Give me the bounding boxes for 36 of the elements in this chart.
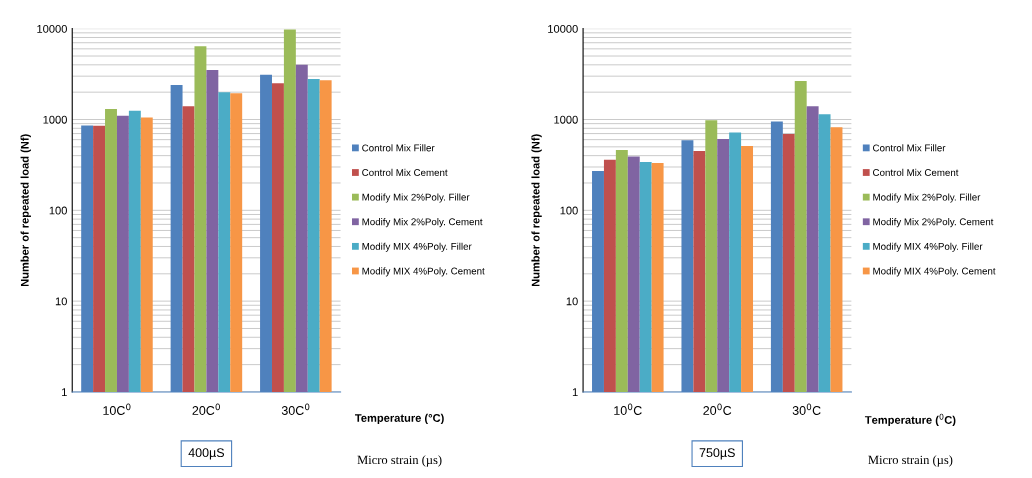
legend-label: Modify MIX 4%Poly. Cement	[362, 267, 485, 277]
x-tick-label: 20C$^{0}$	[192, 403, 220, 415]
y-tick-label: 1000	[43, 115, 67, 124]
y-tick-label: 10000	[37, 24, 67, 33]
x-tick-label: 10C$^{0}$	[103, 403, 131, 415]
legend-label: Control Mix Filler	[362, 144, 435, 152]
legend-label: Control Mix Filler	[873, 144, 946, 152]
legend-label: Control Mix Cement	[873, 168, 959, 176]
x-tick-label: 30C$^{0}$	[281, 403, 310, 415]
y-tick-label: 1000	[554, 115, 578, 124]
x-tick-label: 20$^{0}$C	[703, 403, 732, 415]
y-axis-title: Number of repeated load (Nf)	[20, 134, 31, 287]
legend-label: Modify Mix 2%Poly. Filler	[362, 193, 470, 203]
text: Micro strain (µs)	[868, 455, 953, 467]
text: Micro strain (µs)	[357, 455, 442, 467]
legend-label: Modify MIX 4%Poly. Cement	[873, 267, 996, 277]
y-tick-label: 10	[566, 297, 578, 306]
text: 750µS	[699, 448, 735, 460]
x-tick-label: 10$^{0}$C	[614, 403, 642, 415]
y-tick-label: 100	[560, 206, 578, 215]
legend-label: Modify Mix 2%Poly. Filler	[873, 193, 981, 203]
y-tick-label: 10	[55, 297, 67, 306]
x-tick-label: 30$^{0}$C	[792, 403, 821, 415]
y-tick-label: 1	[62, 388, 67, 396]
text: 400µS	[188, 448, 225, 460]
legend-label: Modify MIX 4%Poly. Filler	[873, 242, 983, 252]
x-axis-title: Temperature ($^{0}$C)	[864, 413, 956, 427]
y-tick-label: 1	[572, 388, 578, 396]
y-tick-label: 100	[49, 206, 67, 215]
legend-label: Modify Mix 2%Poly. Cement	[362, 218, 483, 228]
y-axis-title: Number of repeated load (Nf)	[531, 134, 542, 287]
legend-label: Modify MIX 4%Poly. Filler	[362, 242, 472, 252]
y-tick-label: 10000	[548, 24, 578, 33]
legend-label: Control Mix Cement	[362, 168, 448, 176]
x-axis-title: Temperature (°C)	[355, 413, 444, 425]
legend-label: Modify Mix 2%Poly. Cement	[873, 218, 994, 228]
